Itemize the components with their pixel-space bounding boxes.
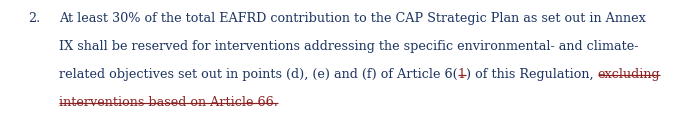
Text: IX shall be reserved for interventions addressing the specific environmental- an: IX shall be reserved for interventions a… (59, 40, 639, 53)
Text: excluding: excluding (597, 68, 660, 81)
Text: At least 30% of the total EAFRD contribution to the CAP Strategic Plan as set ou: At least 30% of the total EAFRD contribu… (59, 12, 646, 25)
Text: 1: 1 (458, 68, 466, 81)
Text: 2.: 2. (28, 12, 40, 25)
Text: ) of this Regulation,: ) of this Regulation, (466, 68, 597, 81)
Text: interventions based on Article 66.: interventions based on Article 66. (59, 96, 279, 109)
Text: related objectives set out in points (d), (e) and (f) of Article 6(: related objectives set out in points (d)… (59, 68, 458, 81)
